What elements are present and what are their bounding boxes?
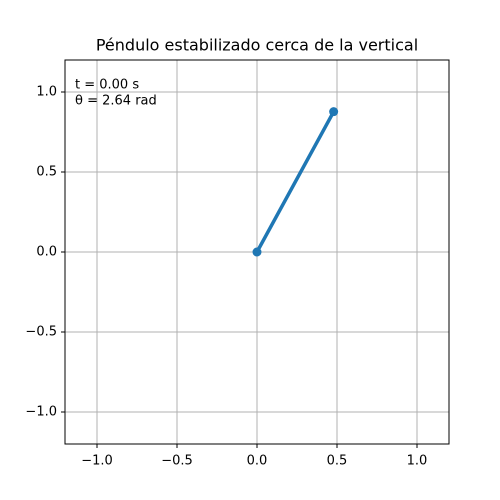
y-tick-label: −1.0 xyxy=(25,405,57,420)
y-tick-label: 0.5 xyxy=(36,165,57,180)
grid xyxy=(65,60,449,444)
plot xyxy=(252,107,339,257)
y-tick-label: 0.0 xyxy=(36,245,57,260)
annotation: θ = 2.64 rad xyxy=(75,94,157,109)
series-line xyxy=(254,109,337,255)
x-tick-label: 0.5 xyxy=(327,454,348,469)
chart-title: Péndulo estabilizado cerca de la vertica… xyxy=(96,36,418,55)
x-tick-label: −0.5 xyxy=(161,454,193,469)
y-tick-label: 1.0 xyxy=(36,85,57,100)
x-tick-label: −1.0 xyxy=(81,454,113,469)
x-tick-label: 1.0 xyxy=(407,454,428,469)
point-marker xyxy=(252,247,262,257)
annotation: t = 0.00 s xyxy=(75,78,139,93)
point-marker xyxy=(329,107,339,117)
x-tick-label: 0.0 xyxy=(247,454,268,469)
y-tick-label: −0.5 xyxy=(25,325,57,340)
